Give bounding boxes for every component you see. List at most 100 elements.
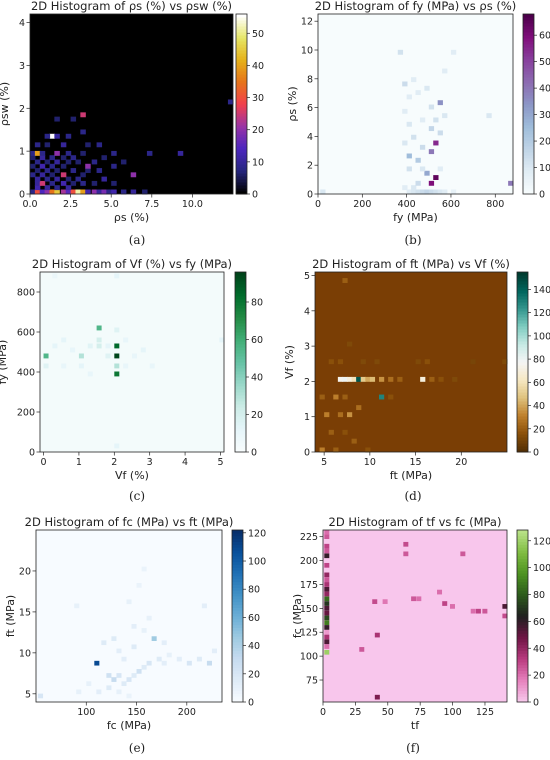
colorbar-tick-label: 60 xyxy=(539,31,550,42)
heatmap-cell xyxy=(136,583,142,588)
colorbar-step xyxy=(523,152,534,156)
colorbar-step xyxy=(523,80,534,84)
heatmap-cell xyxy=(39,155,46,161)
colorbar-step xyxy=(236,23,247,27)
colorbar-step xyxy=(517,561,528,565)
colorbar-step xyxy=(517,356,528,360)
colorbar-step xyxy=(236,152,247,156)
colorbar-step xyxy=(236,50,247,54)
heatmap-cell xyxy=(420,376,426,382)
y-tick-label: 225 xyxy=(300,532,318,543)
heatmap-cell xyxy=(324,639,330,645)
heatmap-cell xyxy=(324,634,330,640)
heatmap-cell xyxy=(388,376,394,382)
heatmap-cell xyxy=(78,363,84,369)
x-tick-label: 20 xyxy=(455,457,467,468)
heatmap-cell xyxy=(419,117,426,123)
colorbar-step xyxy=(235,302,246,306)
heatmap-cell xyxy=(328,359,334,365)
y-tick-label: 400 xyxy=(17,368,35,379)
heatmap-cell xyxy=(96,689,102,695)
colorbar-step xyxy=(517,437,528,441)
colorbar-step xyxy=(236,17,247,21)
colorbar-tick-label: 40 xyxy=(248,641,260,652)
colorbar-step xyxy=(236,161,247,165)
colorbar-step xyxy=(236,74,247,78)
colorbar-step xyxy=(235,404,246,408)
heatmap-cell xyxy=(328,429,334,435)
heatmap-cell xyxy=(406,94,412,100)
colorbar-frame xyxy=(231,529,244,703)
heatmap-cell xyxy=(61,337,67,343)
colorbar-step xyxy=(517,323,528,327)
colorbar-tick-label: 20 xyxy=(251,410,263,421)
colorbar-step xyxy=(523,53,534,57)
colorbar-step xyxy=(517,621,528,626)
heatmap-cell xyxy=(96,142,103,148)
colorbar-step xyxy=(523,95,534,99)
colorbar-step xyxy=(517,681,528,686)
colorbar-step xyxy=(517,395,528,399)
colorbar-tick-label: 0 xyxy=(533,698,539,709)
colorbar-step xyxy=(235,287,246,291)
colorbar-step xyxy=(523,35,534,39)
colorbar-step xyxy=(236,44,247,48)
colorbar-step xyxy=(236,134,247,138)
heatmap-cell xyxy=(34,189,41,195)
colorbar-tick-label: 60 xyxy=(251,335,263,346)
heatmap-cell xyxy=(433,175,439,180)
colorbar-step xyxy=(517,699,528,703)
colorbar-step xyxy=(235,371,246,375)
colorbar-tick-label: 20 xyxy=(252,125,264,136)
colorbar-step xyxy=(523,104,534,108)
colorbar-step xyxy=(235,326,246,330)
x-tick-label: 0 xyxy=(41,457,47,468)
heatmap-cell xyxy=(111,150,117,156)
colorbar-step xyxy=(235,281,246,285)
colorbar-step xyxy=(235,335,246,339)
heatmap-cell xyxy=(319,447,325,453)
colorbar-step xyxy=(517,613,528,617)
y-tick-label: 3 xyxy=(19,61,25,72)
heatmap-cell xyxy=(94,660,100,666)
colorbar-step xyxy=(517,564,528,568)
heatmap-cell xyxy=(116,648,122,654)
colorbar-step xyxy=(236,191,247,195)
colorbar-step xyxy=(517,371,528,375)
heatmap-cell xyxy=(196,656,202,662)
colorbar-step xyxy=(517,284,528,288)
colorbar-tick-label: 20 xyxy=(539,137,550,148)
colorbar-step xyxy=(517,570,528,574)
colorbar-step xyxy=(517,443,528,447)
heatmap-cell xyxy=(70,168,77,173)
heatmap-cell xyxy=(411,189,417,195)
colorbar-tick-label: 50 xyxy=(539,57,550,68)
heatmap-cell xyxy=(114,343,120,349)
heatmap-cell xyxy=(49,155,55,161)
colorbar-step xyxy=(236,59,247,63)
heatmap-cell xyxy=(121,681,127,687)
heatmap-cell xyxy=(342,376,348,382)
heatmap-cell xyxy=(502,359,508,365)
colorbar-step xyxy=(235,443,246,447)
colorbar-step xyxy=(235,284,246,288)
heatmap-cell xyxy=(442,113,448,119)
colorbar-step xyxy=(232,541,243,545)
colorbar-step xyxy=(235,377,246,381)
colorbar-step xyxy=(235,374,246,378)
heatmap-cell xyxy=(60,180,67,186)
heatmap-cell xyxy=(114,443,120,449)
colorbar-step xyxy=(236,113,247,117)
colorbar-step xyxy=(517,647,528,651)
colorbar-tick-label: 0 xyxy=(533,448,539,459)
heatmap-cell xyxy=(54,176,60,182)
heatmap-cell xyxy=(411,77,417,83)
heatmap-cell xyxy=(101,189,107,195)
heatmap-cell xyxy=(429,376,435,382)
colorbar-step xyxy=(523,92,534,96)
colorbar-step xyxy=(517,305,528,309)
colorbar-step xyxy=(235,392,246,396)
colorbar-step xyxy=(232,581,243,585)
colorbar-step xyxy=(523,176,534,180)
y-tick-label: 1 xyxy=(304,412,310,423)
